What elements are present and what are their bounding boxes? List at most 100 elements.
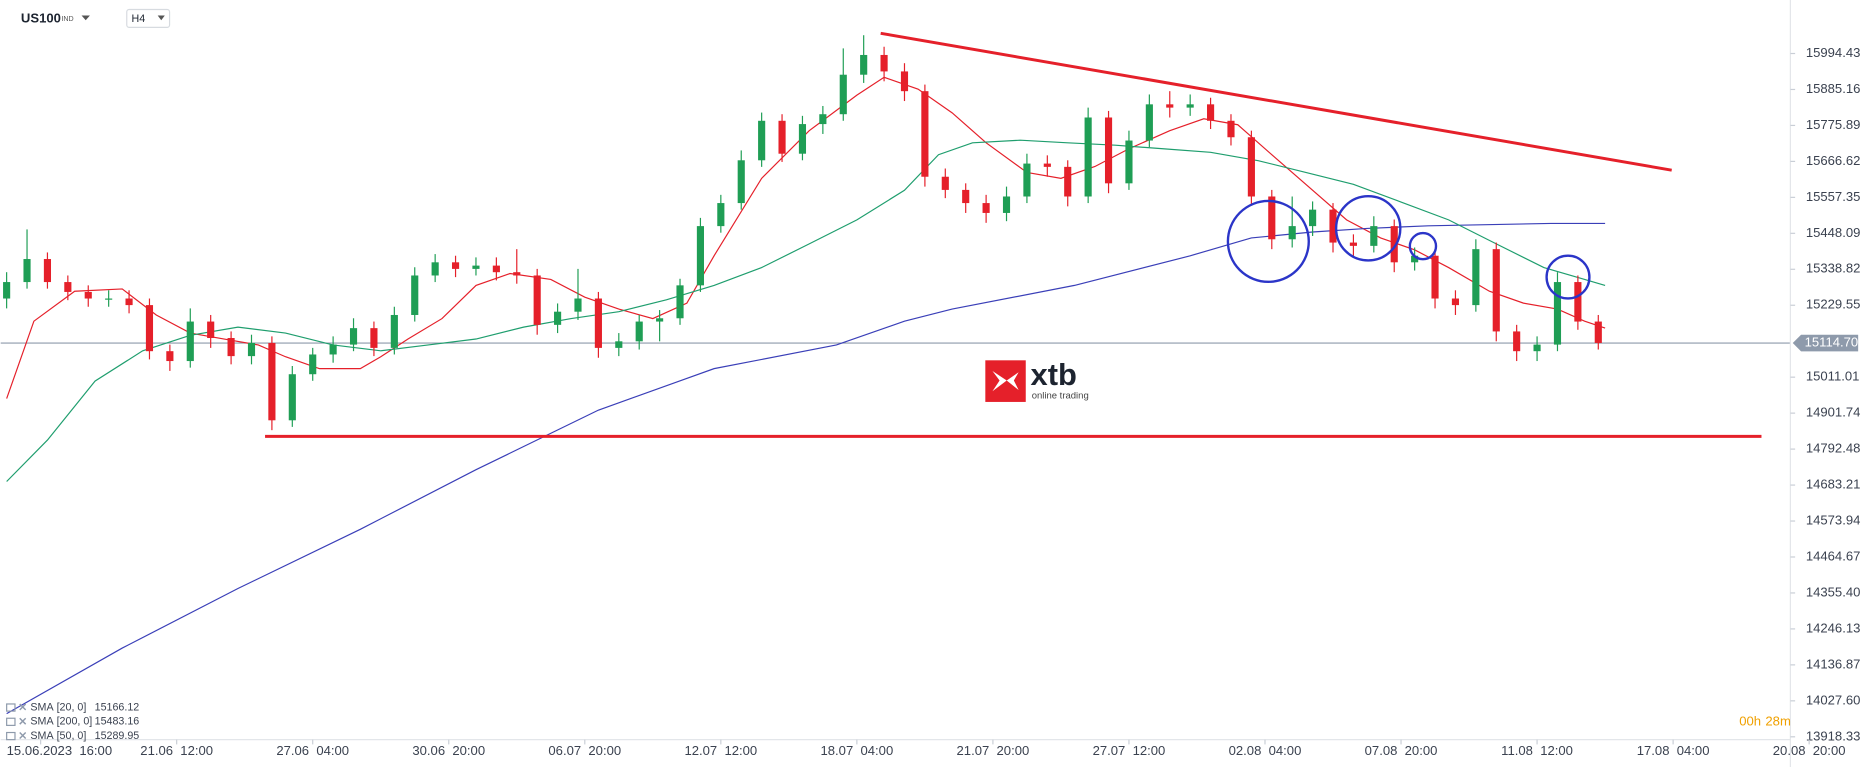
dropdown-arrow[interactable] — [81, 15, 90, 21]
candle-body — [1329, 209, 1337, 243]
legend-name: SMA — [30, 730, 54, 742]
legend-name: SMA — [30, 701, 54, 713]
y-tick-label: 14573.94 — [1806, 512, 1861, 527]
symbol[interactable]: US100 — [21, 10, 61, 25]
current-price-label: 15114.70 — [1805, 335, 1859, 350]
candle-body — [1023, 163, 1031, 197]
candle-body — [819, 114, 827, 125]
candle-body — [860, 54, 868, 75]
candle-body — [533, 275, 541, 325]
candle-body — [1166, 104, 1174, 108]
candle-body — [717, 203, 725, 227]
candle-body — [778, 120, 786, 154]
candle-body — [1349, 242, 1357, 246]
legend-value: 15289.95 — [95, 730, 140, 742]
candle-body — [1064, 166, 1072, 197]
candle-body — [1247, 137, 1255, 197]
candle-body — [1186, 104, 1194, 108]
candle-body — [900, 71, 909, 92]
y-tick-label: 15775.89 — [1806, 117, 1861, 132]
candle-body — [207, 321, 215, 339]
trend-line — [880, 31, 1672, 172]
candle-body — [1574, 282, 1582, 322]
x-tick-label: 21.07 20:00 — [957, 743, 1030, 758]
candle-body — [43, 259, 52, 283]
candle-body — [3, 282, 11, 299]
candle-body — [513, 272, 521, 276]
annotation-circle — [1334, 195, 1402, 262]
candle-body — [676, 285, 684, 319]
candle-body — [1390, 226, 1398, 263]
annotation-circles — [1226, 195, 1591, 300]
candle-body — [125, 298, 133, 306]
candle-body — [656, 318, 664, 322]
candle-body — [186, 321, 194, 362]
candle-body — [1472, 249, 1480, 306]
candle-body — [696, 226, 704, 286]
candle-body — [737, 160, 745, 204]
candle-body — [1227, 120, 1235, 138]
logo-mark — [992, 371, 1019, 392]
x-tick-label: 02.08 04:00 — [1229, 743, 1302, 758]
candle-body — [329, 344, 337, 355]
candle-body — [349, 328, 358, 345]
y-tick-label: 15448.09 — [1806, 225, 1861, 240]
candle-body — [1309, 209, 1317, 227]
candle-body — [451, 262, 460, 269]
candle-body — [1411, 255, 1419, 263]
y-tick-label: 14246.13 — [1806, 620, 1861, 635]
candle-body — [247, 342, 256, 357]
legend-params: [50, 0] — [57, 730, 87, 742]
timeframe-box[interactable] — [126, 8, 171, 28]
x-tick-label: 17.08 04:00 — [1637, 743, 1710, 758]
logo-subtitle: online trading — [1032, 391, 1089, 402]
x-tick-label: 06.07 20:00 — [548, 743, 621, 758]
candle-body — [1431, 255, 1439, 299]
candle-body — [758, 120, 766, 161]
candle-body — [1370, 226, 1378, 246]
candle-body — [390, 314, 398, 348]
y-tick-label: 14683.21 — [1806, 477, 1861, 492]
candle-body — [84, 291, 92, 299]
candle-body — [166, 351, 174, 362]
y-tick-label: 14355.40 — [1806, 584, 1861, 599]
y-tick-label: 14136.87 — [1806, 656, 1861, 671]
timer: 00h 28m — [1739, 713, 1791, 728]
candle-body — [1043, 163, 1051, 167]
candle-body — [1594, 321, 1602, 343]
candle-body — [1125, 140, 1133, 184]
candle-body — [1533, 344, 1541, 352]
candle-body — [1268, 196, 1276, 240]
candle-body — [839, 74, 847, 115]
symbol-tag: IND — [61, 15, 73, 23]
legend-remove — [19, 717, 27, 725]
x-tick-label: 21.06 12:00 — [140, 743, 213, 758]
legend-icon — [6, 731, 16, 741]
dropdown-arrow[interactable] — [157, 15, 165, 21]
x-tick-label: 30.06 20:00 — [412, 743, 485, 758]
y-tick-label: 15011.01 — [1806, 369, 1860, 384]
candle-body — [554, 311, 562, 325]
x-tick-label: 27.06 04:00 — [276, 743, 349, 758]
candle-body — [635, 321, 643, 342]
candle-body — [921, 91, 929, 177]
timeframe[interactable]: H4 — [132, 13, 146, 25]
y-tick-label: 15885.16 — [1806, 81, 1861, 96]
y-tick-label: 14464.67 — [1806, 548, 1861, 563]
candle-body — [1553, 282, 1562, 345]
toolbar[interactable]: US100 IND H4 — [21, 8, 171, 28]
plot-area — [0, 31, 1791, 715]
timer-hours: 00h — [1739, 713, 1761, 728]
x-tick-label: 15.06.2023 16:00 — [7, 743, 112, 758]
candle-body — [1207, 104, 1215, 121]
legend-icon — [6, 703, 16, 712]
x-tick-label: 11.08 12:00 — [1501, 743, 1573, 758]
y-tick-label: 15666.62 — [1806, 153, 1861, 168]
legend-params: [200, 0] — [57, 716, 93, 728]
legend-value: 15483.16 — [95, 716, 140, 728]
legend-remove — [19, 703, 27, 711]
logo-text: xtb — [1031, 357, 1077, 392]
logo: xtb online trading — [985, 357, 1089, 402]
